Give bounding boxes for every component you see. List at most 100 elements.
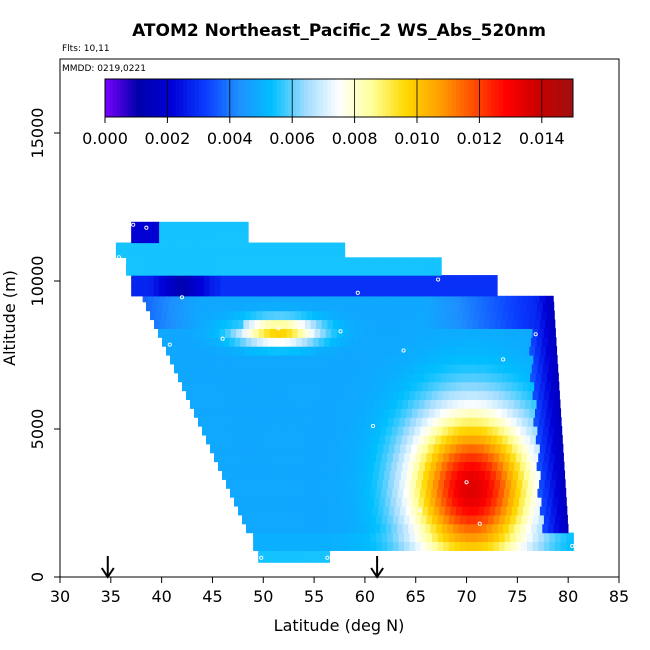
heatmap-cell — [220, 355, 227, 365]
heatmap-cell — [261, 497, 269, 507]
heatmap-cell — [429, 434, 436, 445]
heatmap-cell — [288, 443, 295, 454]
heatmap-cell — [349, 275, 356, 279]
heatmap-cell — [189, 310, 196, 321]
heatmap-cell — [554, 328, 556, 338]
heatmap-cell — [290, 523, 297, 534]
heatmap-cell — [197, 355, 205, 365]
heatmap-cell — [204, 257, 211, 267]
heatmap-cell — [260, 319, 267, 329]
heatmap-cell — [328, 434, 336, 445]
heatmap-cell — [360, 257, 368, 267]
heatmap-cell — [172, 310, 179, 321]
heatmap-cell — [244, 470, 251, 480]
heatmap-cell — [451, 470, 458, 480]
heatmap-cell — [276, 295, 283, 303]
sample-point — [144, 225, 149, 230]
heatmap-cell — [263, 553, 270, 563]
heatmap-cell — [230, 452, 237, 463]
heatmap-cell — [436, 301, 443, 312]
heatmap-cell — [263, 550, 270, 554]
heatmap-cell — [313, 461, 320, 472]
heatmap-cell — [276, 275, 283, 279]
heatmap-cell — [492, 488, 499, 498]
heatmap-cell — [428, 443, 435, 454]
heatmap-cell — [491, 399, 499, 409]
heatmap-cell — [231, 355, 238, 365]
heatmap-cell — [288, 346, 296, 356]
heatmap-cell — [495, 381, 502, 392]
heatmap-cell — [196, 301, 203, 312]
heatmap-cell — [181, 286, 188, 297]
heatmap-cell — [381, 390, 388, 400]
heatmap-cell — [352, 523, 359, 534]
heatmap-cell — [136, 278, 143, 288]
heatmap-cell — [315, 295, 323, 303]
heatmap-cell — [324, 301, 332, 312]
heatmap-cell — [315, 417, 322, 427]
heatmap-cell — [253, 479, 261, 489]
heatmap-cell — [148, 295, 155, 303]
heatmap-cell — [390, 310, 397, 321]
heatmap-cell — [148, 257, 155, 267]
y-tick-label: 0 — [28, 572, 47, 582]
heatmap-cell — [532, 390, 539, 400]
heatmap-cell — [381, 452, 388, 463]
heatmap-cell — [261, 434, 269, 445]
heatmap-cell — [165, 266, 172, 276]
heatmap-cell — [325, 452, 332, 463]
heatmap-cell — [531, 426, 539, 436]
heatmap-cell — [347, 363, 354, 374]
heatmap-cell — [159, 295, 166, 303]
heatmap-cell — [293, 295, 300, 303]
heatmap-cell — [203, 278, 211, 288]
heatmap-cell — [409, 532, 416, 543]
heatmap-cell — [228, 310, 235, 321]
heatmap-cell — [137, 266, 144, 276]
heatmap-cell — [216, 248, 223, 258]
heatmap-cell — [245, 337, 253, 347]
heatmap-cell — [346, 337, 353, 347]
heatmap-cell — [488, 417, 495, 427]
heatmap-cell — [552, 372, 559, 383]
heatmap-cell — [307, 461, 314, 472]
heatmap-cell — [466, 286, 473, 297]
heatmap-cell — [443, 417, 451, 427]
sample-point — [555, 302, 561, 307]
heatmap-cell — [352, 363, 360, 374]
heatmap-cell — [402, 337, 409, 347]
colorbar-cell — [319, 79, 324, 117]
heatmap-cell — [188, 242, 195, 250]
heatmap-cell — [314, 390, 321, 400]
heatmap-cell — [355, 381, 362, 392]
heatmap-cell — [422, 266, 429, 276]
heatmap-cell — [173, 363, 181, 374]
heatmap-cell — [296, 337, 303, 347]
heatmap-cell — [305, 443, 312, 454]
heatmap-cell — [496, 434, 503, 445]
heatmap-cell — [383, 257, 390, 267]
heatmap-cell — [153, 233, 160, 244]
heatmap-cell — [215, 319, 222, 329]
heatmap-cell — [421, 278, 429, 288]
colorbar-cell — [280, 79, 285, 117]
heatmap-cell — [310, 505, 317, 516]
heatmap-cell — [489, 319, 496, 329]
heatmap-cell — [434, 346, 441, 356]
heatmap-cell — [444, 505, 452, 516]
heatmap-cell — [142, 233, 149, 244]
heatmap-cell — [348, 541, 355, 551]
heatmap-cell — [347, 488, 354, 498]
heatmap-cell — [383, 266, 390, 276]
heatmap-cell — [419, 461, 426, 472]
heatmap-cell — [467, 346, 475, 356]
heatmap-cell — [501, 346, 508, 356]
heatmap-cell — [441, 337, 448, 347]
heatmap-cell — [362, 310, 369, 321]
heatmap-cell — [155, 248, 162, 258]
heatmap-cell — [165, 257, 172, 267]
heatmap-cell — [258, 553, 265, 563]
heatmap-cell — [492, 363, 499, 374]
heatmap-cell — [350, 408, 357, 418]
heatmap-cell — [393, 275, 401, 279]
